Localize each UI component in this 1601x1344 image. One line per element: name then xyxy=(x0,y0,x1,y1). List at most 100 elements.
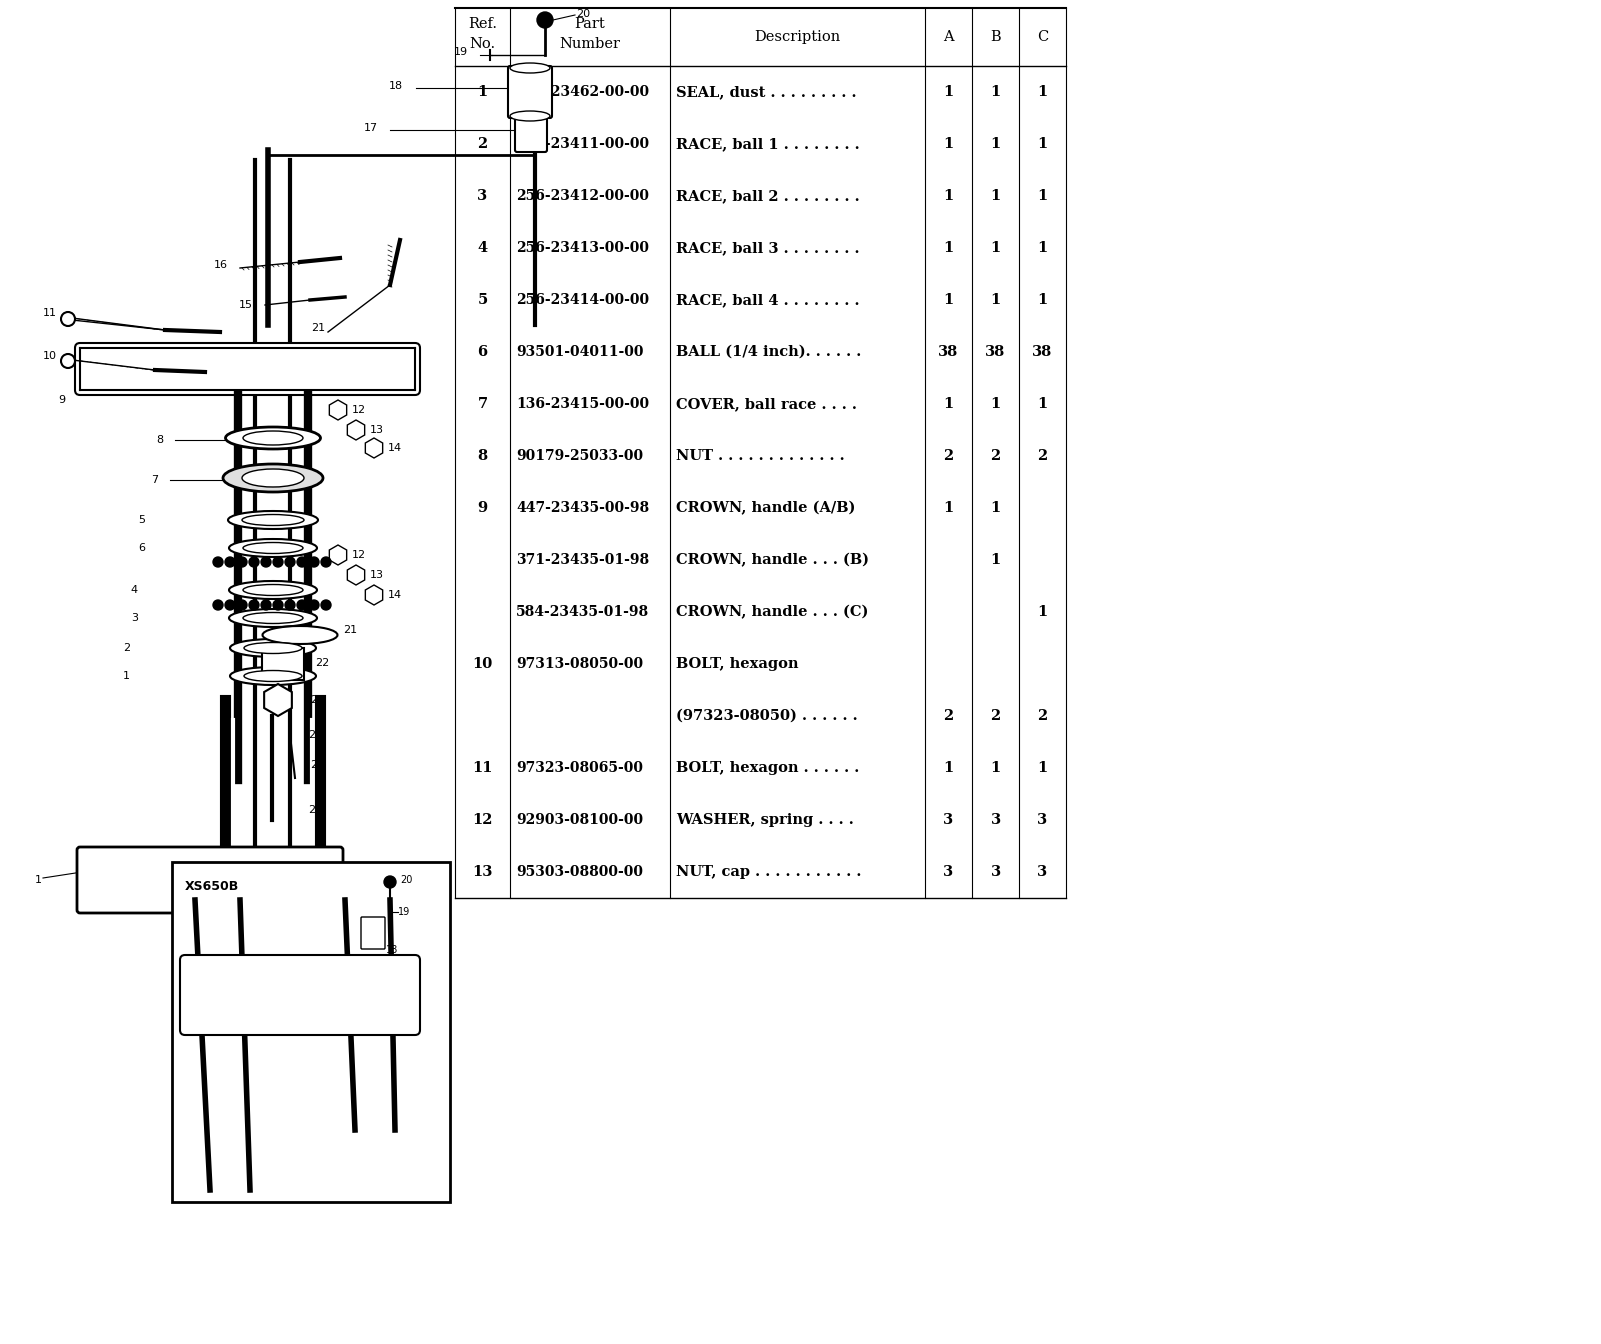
Text: 97313-08050-00: 97313-08050-00 xyxy=(516,657,644,671)
Text: RACE, ball 1 . . . . . . . .: RACE, ball 1 . . . . . . . . xyxy=(676,137,860,151)
Text: 38: 38 xyxy=(985,345,1005,359)
Text: 3: 3 xyxy=(991,866,1001,879)
Text: 2: 2 xyxy=(1037,710,1047,723)
Text: NUT . . . . . . . . . . . . .: NUT . . . . . . . . . . . . . xyxy=(676,449,845,462)
Ellipse shape xyxy=(242,469,304,487)
Text: COVER, ball race . . . .: COVER, ball race . . . . xyxy=(676,396,857,411)
Text: Part: Part xyxy=(575,17,605,31)
Circle shape xyxy=(261,599,271,610)
Text: 5: 5 xyxy=(477,293,488,306)
Text: 1: 1 xyxy=(991,501,1001,515)
Circle shape xyxy=(309,599,319,610)
Ellipse shape xyxy=(226,427,320,449)
Text: Description: Description xyxy=(754,30,841,44)
Text: NUT, cap . . . . . . . . . . .: NUT, cap . . . . . . . . . . . xyxy=(676,866,861,879)
Text: 2: 2 xyxy=(943,710,954,723)
Circle shape xyxy=(213,556,223,567)
Text: 19: 19 xyxy=(399,907,410,917)
Ellipse shape xyxy=(511,112,551,121)
Ellipse shape xyxy=(227,511,319,530)
Text: (97323-08050) . . . . . .: (97323-08050) . . . . . . xyxy=(676,710,858,723)
Text: Ref.: Ref. xyxy=(467,17,496,31)
Text: 9: 9 xyxy=(477,501,488,515)
Text: 7: 7 xyxy=(477,396,488,411)
Circle shape xyxy=(536,12,552,28)
Text: 1: 1 xyxy=(1037,190,1047,203)
Text: 1: 1 xyxy=(991,190,1001,203)
Text: 11: 11 xyxy=(43,308,58,319)
Ellipse shape xyxy=(511,63,551,73)
Bar xyxy=(263,648,304,680)
Text: 2: 2 xyxy=(943,449,954,462)
Ellipse shape xyxy=(229,539,317,556)
Text: 24: 24 xyxy=(307,730,322,741)
Text: 97323-08065-00: 97323-08065-00 xyxy=(516,761,644,775)
Circle shape xyxy=(285,556,295,567)
Text: 5: 5 xyxy=(138,515,146,526)
Text: 90179-25033-00: 90179-25033-00 xyxy=(516,449,644,462)
Text: 9: 9 xyxy=(58,395,66,405)
Circle shape xyxy=(285,599,295,610)
Text: 8: 8 xyxy=(477,449,488,462)
Text: 1: 1 xyxy=(477,85,488,99)
Text: RACE, ball 2 . . . . . . . .: RACE, ball 2 . . . . . . . . xyxy=(676,190,860,203)
Text: 8: 8 xyxy=(155,435,163,445)
Text: 12: 12 xyxy=(352,550,367,560)
Text: CROWN, handle . . . (B): CROWN, handle . . . (B) xyxy=(676,552,869,567)
Text: XS650B: XS650B xyxy=(186,880,239,894)
Ellipse shape xyxy=(263,626,338,644)
Circle shape xyxy=(309,556,319,567)
Text: 4: 4 xyxy=(477,241,488,255)
Text: 447-23435-00-98: 447-23435-00-98 xyxy=(516,501,648,515)
Text: 16: 16 xyxy=(215,259,227,270)
Text: 1: 1 xyxy=(991,396,1001,411)
Text: 93501-04011-00: 93501-04011-00 xyxy=(516,345,644,359)
Text: 1: 1 xyxy=(943,293,954,306)
Text: 256-23413-00-00: 256-23413-00-00 xyxy=(516,241,648,255)
Text: 3: 3 xyxy=(477,190,488,203)
Text: 3: 3 xyxy=(1037,813,1047,827)
Text: 92903-08100-00: 92903-08100-00 xyxy=(516,813,644,827)
Text: 18: 18 xyxy=(389,81,403,91)
Text: 1: 1 xyxy=(943,761,954,775)
Text: 164-23462-00-00: 164-23462-00-00 xyxy=(516,85,648,99)
Circle shape xyxy=(384,876,395,888)
Text: CROWN, handle . . . (C): CROWN, handle . . . (C) xyxy=(676,605,868,620)
Text: 19: 19 xyxy=(453,47,467,56)
Text: 371-23435-01-98: 371-23435-01-98 xyxy=(516,552,648,567)
Text: 25: 25 xyxy=(311,759,323,770)
Circle shape xyxy=(298,556,307,567)
Text: 1: 1 xyxy=(1037,761,1047,775)
Text: 1: 1 xyxy=(991,552,1001,567)
Text: BOLT, hexagon: BOLT, hexagon xyxy=(676,657,799,671)
Text: 26: 26 xyxy=(307,805,322,814)
Text: 256-23411-00-00: 256-23411-00-00 xyxy=(516,137,648,151)
Text: 1: 1 xyxy=(943,190,954,203)
Text: WASHER, spring . . . .: WASHER, spring . . . . xyxy=(676,813,853,827)
Ellipse shape xyxy=(243,431,303,445)
Circle shape xyxy=(237,556,247,567)
Circle shape xyxy=(213,599,223,610)
Text: 136-23415-00-00: 136-23415-00-00 xyxy=(516,396,648,411)
Text: 4: 4 xyxy=(131,585,138,595)
Text: RACE, ball 4 . . . . . . . .: RACE, ball 4 . . . . . . . . xyxy=(676,293,860,306)
Text: 1: 1 xyxy=(35,875,42,884)
Text: 3: 3 xyxy=(943,813,954,827)
Text: 2: 2 xyxy=(123,642,130,653)
Text: 3: 3 xyxy=(943,866,954,879)
Text: 95303-08800-00: 95303-08800-00 xyxy=(516,866,644,879)
Text: 1: 1 xyxy=(991,137,1001,151)
Text: 18: 18 xyxy=(386,945,399,956)
Circle shape xyxy=(261,556,271,567)
Circle shape xyxy=(250,599,259,610)
Ellipse shape xyxy=(229,581,317,599)
Text: 1: 1 xyxy=(1037,605,1047,620)
Text: SEAL, dust . . . . . . . . .: SEAL, dust . . . . . . . . . xyxy=(676,85,857,99)
Text: 584-23435-01-98: 584-23435-01-98 xyxy=(516,605,648,620)
FancyBboxPatch shape xyxy=(516,118,548,152)
Circle shape xyxy=(320,556,331,567)
Text: 6: 6 xyxy=(477,345,488,359)
Text: 15: 15 xyxy=(239,300,253,310)
Text: RACE, ball 3 . . . . . . . .: RACE, ball 3 . . . . . . . . xyxy=(676,241,860,255)
Text: No.: No. xyxy=(469,38,496,51)
